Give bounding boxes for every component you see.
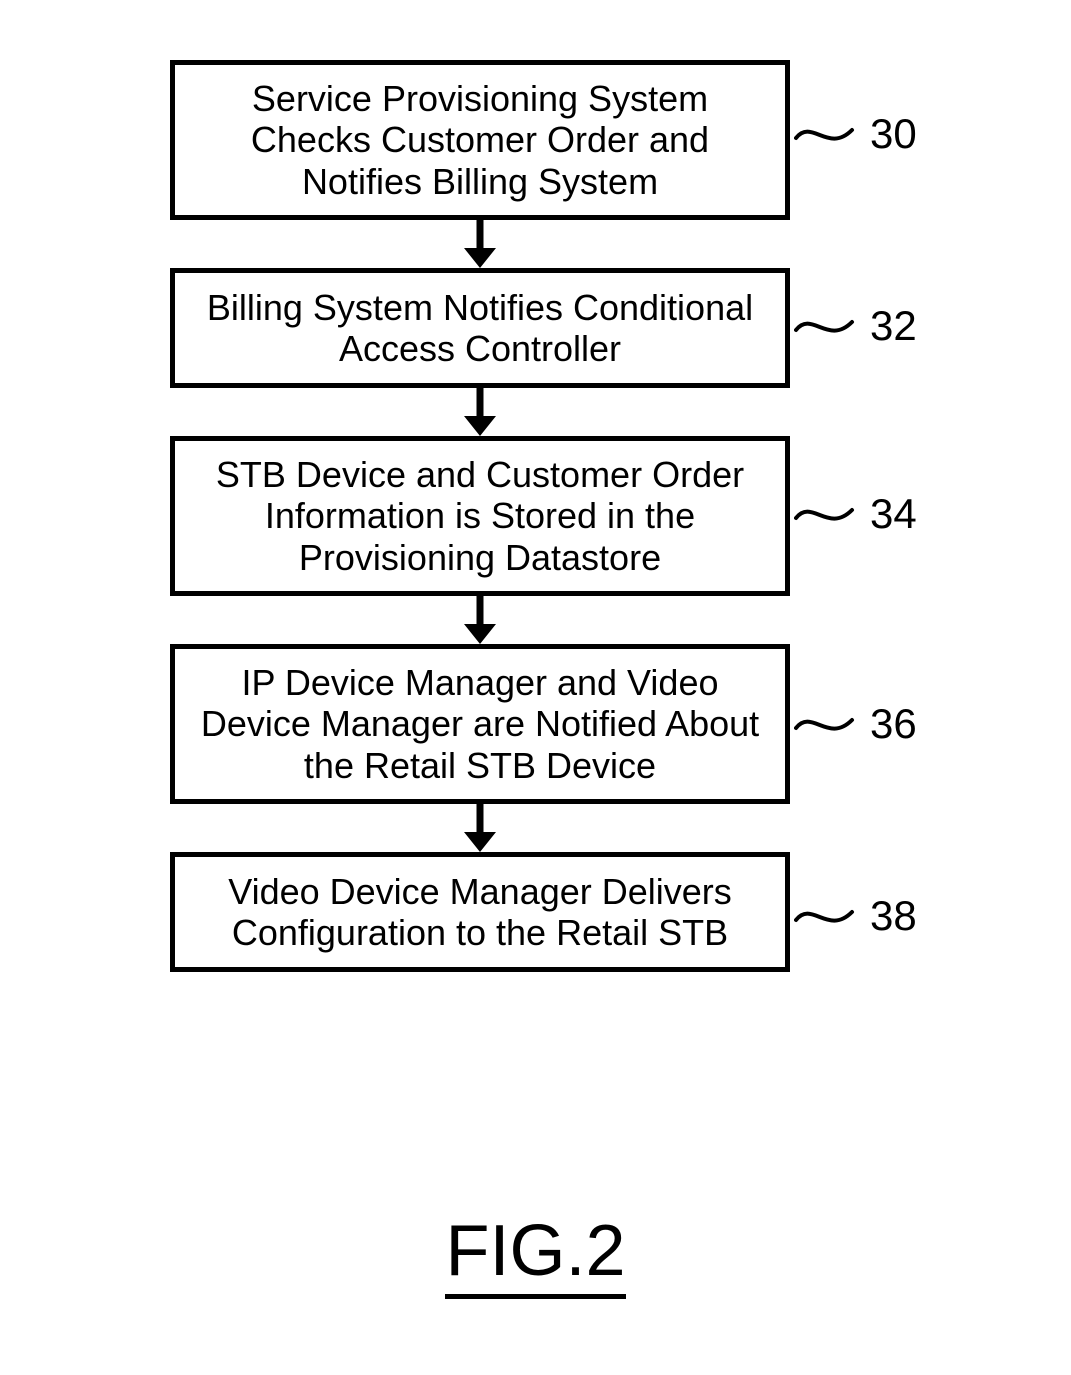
arrow-1 xyxy=(170,388,790,436)
arrow-down-icon xyxy=(460,388,500,436)
arrow-3 xyxy=(170,804,790,852)
ref-connector xyxy=(794,898,864,938)
ref-label-36: 36 xyxy=(870,700,917,748)
flow-column: Service Provisioning System Checks Custo… xyxy=(170,60,790,972)
arrow-down-icon xyxy=(460,804,500,852)
ref-label-30: 30 xyxy=(870,110,917,158)
flow-node-36: IP Device Manager and Video Device Manag… xyxy=(170,644,790,804)
ref-connector xyxy=(794,116,864,156)
arrow-down-icon xyxy=(460,596,500,644)
flow-node-38: Video Device Manager Delivers Configurat… xyxy=(170,852,790,972)
arrow-0 xyxy=(170,220,790,268)
arrow-down-icon xyxy=(460,220,500,268)
ref-connector xyxy=(794,308,864,348)
ref-label-34: 34 xyxy=(870,490,917,538)
flow-node-34: STB Device and Customer Order Informatio… xyxy=(170,436,790,596)
ref-label-38: 38 xyxy=(870,892,917,940)
ref-label-32: 32 xyxy=(870,302,917,350)
flow-node-32: Billing System Notifies Conditional Acce… xyxy=(170,268,790,388)
arrow-2 xyxy=(170,596,790,644)
ref-connector xyxy=(794,706,864,746)
figure-title-text: FIG.2 xyxy=(445,1210,625,1299)
ref-connector xyxy=(794,496,864,536)
figure-title: FIG.2 xyxy=(0,1210,1071,1299)
flow-node-30: Service Provisioning System Checks Custo… xyxy=(170,60,790,220)
